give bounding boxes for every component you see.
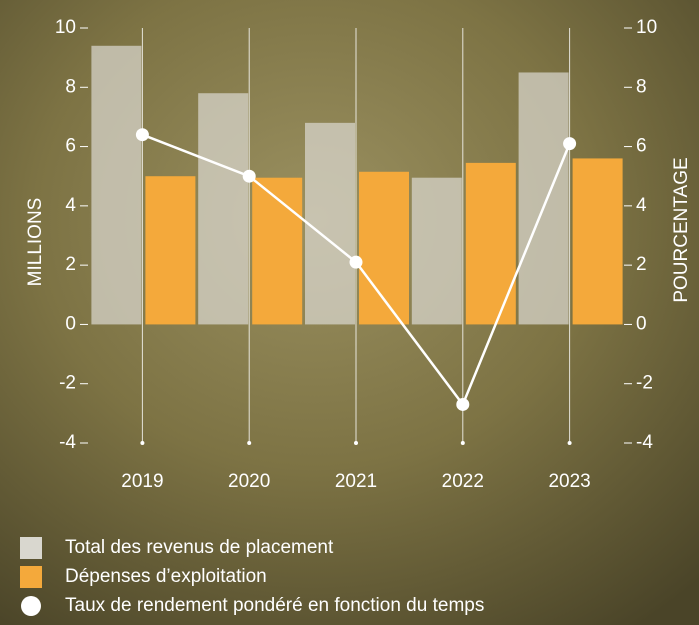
bar	[518, 72, 569, 325]
bar	[198, 93, 249, 325]
category-dot	[567, 441, 572, 445]
x-tick-label: 2020	[228, 471, 270, 492]
category-dot	[354, 441, 358, 445]
bar	[465, 162, 516, 325]
bar	[411, 177, 462, 325]
y2-tick-label: 0	[636, 313, 647, 334]
category-dot	[460, 441, 465, 445]
x-tick-label: 2022	[442, 471, 484, 492]
legend-label: Taux de rendement pondéré en fonction du…	[65, 595, 484, 616]
bar	[305, 122, 355, 325]
y2-tick-label: 4	[636, 195, 647, 216]
y2-tick-label: -4	[636, 432, 653, 453]
y2-tick-label: 8	[636, 76, 647, 97]
y2-tick-label: 6	[636, 136, 647, 157]
bar	[572, 158, 623, 325]
y-tick-label: 0	[65, 313, 76, 334]
category-dot	[140, 441, 145, 445]
line-point	[135, 128, 149, 142]
legend-marker	[20, 537, 42, 559]
y2-axis-title: POURCENTAGE	[671, 157, 692, 302]
legend-marker	[21, 596, 41, 616]
x-tick-label: 2021	[335, 471, 377, 492]
x-tick-label: 2019	[121, 471, 163, 492]
y2-tick-label: 2	[636, 254, 647, 275]
line-point	[563, 137, 577, 151]
line-point	[242, 169, 256, 183]
y-tick-label: 8	[65, 76, 76, 97]
bar	[252, 177, 303, 325]
y2-tick-label: 10	[636, 17, 657, 38]
category-dot	[247, 441, 252, 445]
legend-label: Dépenses d’exploitation	[65, 566, 267, 587]
y2-tick-label: -2	[636, 373, 653, 394]
y-tick-label: 10	[55, 17, 76, 38]
y-tick-label: -2	[59, 373, 76, 394]
y-tick-label: 2	[65, 254, 76, 275]
bar	[91, 45, 142, 325]
bar	[145, 176, 196, 325]
line-point	[349, 255, 363, 269]
legend-marker	[20, 566, 42, 588]
y-axis-title: MILLIONS	[25, 198, 46, 287]
legend-label: Total des revenus de placement	[65, 537, 334, 558]
y-tick-label: 4	[65, 195, 76, 216]
y-tick-label: 6	[65, 136, 76, 157]
line-point	[456, 397, 470, 411]
x-tick-label: 2023	[548, 471, 590, 492]
y-tick-label: -4	[59, 432, 76, 453]
